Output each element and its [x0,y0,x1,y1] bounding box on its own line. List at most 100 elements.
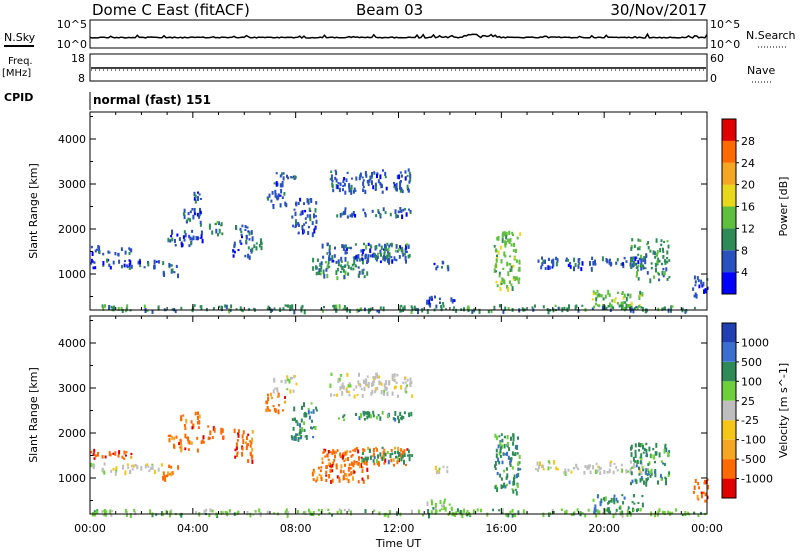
velocity-cell [498,451,501,456]
power-cell [335,310,338,313]
velocity-cell [512,433,515,439]
velocity-cell [501,508,504,513]
power-cell [189,218,192,222]
velocity-cell [443,505,446,510]
power-cell [657,257,660,261]
power-cell [555,262,558,267]
velocity-cell [645,442,648,446]
power-cell [544,266,547,270]
power-cell [631,238,634,242]
power-cell [498,271,501,275]
power-cell [376,255,379,259]
power-cell [303,223,306,226]
velocity-cell [377,414,380,417]
power-cell [239,227,242,231]
power-cell [102,306,105,311]
velocity-cell [129,469,132,474]
power-cell [162,270,165,276]
power-cell [355,254,358,259]
velocity-cell [564,471,567,476]
power-cell [506,285,508,289]
power-cell [388,244,391,248]
power-cell [614,297,617,300]
power-cell [339,270,342,274]
velocity-cell [389,453,392,458]
power-cell [309,217,312,222]
power-blob [329,168,412,195]
power-cell [250,251,253,254]
velocity-cell [92,452,95,456]
power-cell [349,214,352,218]
power-cell [639,263,642,268]
power-cell [663,240,666,243]
velocity-cell [615,466,618,469]
power-cell [495,280,498,284]
power-cell [505,235,508,240]
velocity-cell [514,444,517,450]
velocity-cell [405,463,407,467]
power-cell [702,281,705,287]
power-cell [93,261,96,264]
power-cell [352,256,355,259]
velocity-cell [663,510,666,516]
power-cell [396,214,399,218]
power-cell [508,230,511,235]
velocity-cell [681,513,684,517]
power-cell [402,253,405,257]
velocity-cell [337,379,340,384]
power-cell [232,254,235,258]
power-cell [409,178,412,182]
power-cell [376,172,379,176]
x-tick-label: 00:00 [74,522,106,535]
time-axis: 00:00 04:00 08:00 12:00 16:00 20:00 00:00Time … [74,522,723,550]
velocity-cell [148,469,151,473]
power-cell [220,305,223,311]
power-cell [638,246,641,251]
power-cell [645,243,648,246]
power-cell [640,257,643,263]
power-cell [507,307,510,311]
colorbar-segment [722,361,736,382]
power-cell [130,264,133,269]
power-blob [312,256,370,281]
power-cell [308,207,311,212]
velocity-cell [660,476,663,480]
colorbar-tick-label: 500 [741,356,762,369]
power-cell [128,266,131,270]
power-blob [232,224,254,260]
velocity-cell [133,508,136,513]
velocity-cell [328,474,331,479]
power-cell [694,292,697,298]
velocity-cell [516,473,518,479]
velocity-cell [654,473,657,478]
power-cell [666,240,669,243]
power-cell [169,239,172,243]
power-cell [425,302,428,305]
power-cell [374,185,377,190]
velocity-cell [362,479,365,484]
power-cell [440,307,443,312]
velocity-cell [191,426,194,430]
power-cell [627,304,630,308]
velocity-cell [131,468,134,471]
power-cell [595,297,598,302]
power-cell [349,246,352,250]
power-cell [655,238,658,243]
power-cell [128,247,131,250]
power-cell [653,251,656,255]
power-cell [656,260,659,264]
velocity-cell [372,414,375,418]
velocity-cell [408,457,411,462]
velocity-cell [355,385,358,389]
power-cell [598,304,601,308]
velocity-cell [384,458,387,463]
power-cell [381,190,384,194]
power-cell [344,190,347,195]
power-cell [338,187,341,193]
power-cell [591,298,594,301]
power-cell [300,211,303,216]
velocity-cell [613,500,616,505]
velocity-cell [293,406,296,412]
velocity-cell [385,386,388,391]
power-cell [621,291,624,295]
